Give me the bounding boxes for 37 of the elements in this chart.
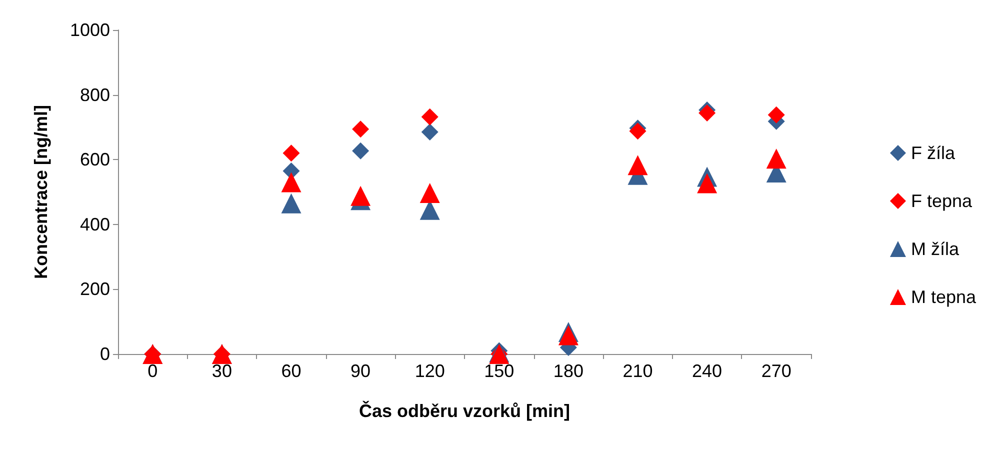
point — [697, 173, 718, 194]
point — [629, 122, 646, 140]
point — [628, 155, 648, 176]
x-tick-label: 120 — [414, 361, 445, 381]
point — [352, 120, 370, 138]
y-tick-label: 200 — [80, 279, 110, 300]
x-tick-label: 210 — [622, 361, 653, 381]
x-tick-label: 30 — [212, 361, 232, 381]
y-tick-label: 0 — [100, 344, 110, 364]
legend-label: M žíla — [910, 239, 960, 259]
x-tick-label: 240 — [692, 361, 722, 381]
y-tick-label: 800 — [80, 84, 110, 105]
y-tick-label: 1000 — [70, 20, 110, 40]
point — [421, 108, 438, 126]
point — [281, 172, 302, 192]
x-tick-label: 180 — [553, 361, 584, 381]
x-tick-label: 150 — [484, 361, 514, 381]
legend-label: F tepna — [910, 191, 973, 211]
point — [768, 106, 785, 124]
legend-label: M tepna — [910, 287, 977, 307]
x-tick-label: 60 — [281, 361, 302, 381]
point — [281, 193, 302, 214]
point — [421, 124, 438, 141]
y-tick-label: 600 — [80, 150, 110, 170]
x-tick-label: 90 — [350, 361, 371, 381]
point — [558, 325, 578, 346]
point — [352, 142, 370, 160]
point — [766, 148, 786, 169]
x-axis-title: Čas odběru vzorků [min] — [358, 400, 570, 421]
point — [282, 144, 300, 162]
legend-label: F žíla — [910, 143, 956, 163]
x-tick-label: 270 — [761, 361, 792, 381]
point — [350, 186, 371, 206]
point — [420, 182, 440, 203]
y-tick-label: 400 — [80, 214, 110, 234]
x-tick-label: 0 — [148, 361, 158, 381]
y-axis-title: Koncentrace [ng/ml] — [31, 104, 51, 280]
